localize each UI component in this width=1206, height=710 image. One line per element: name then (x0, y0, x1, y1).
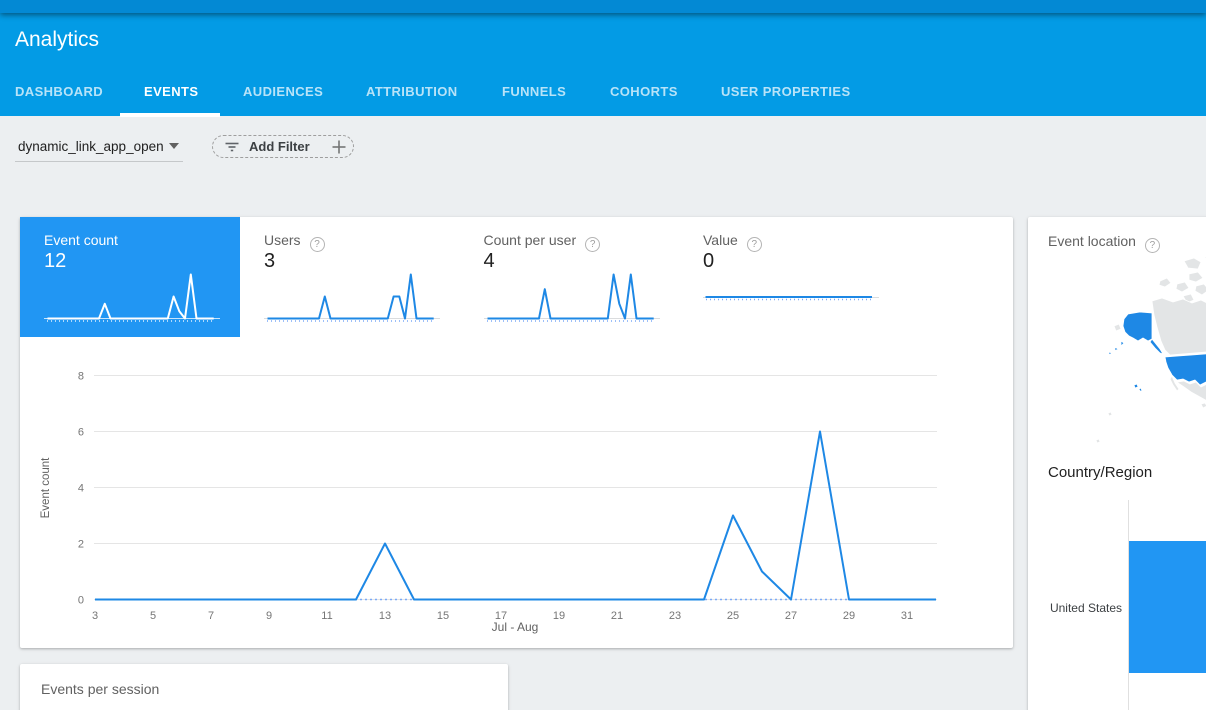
svg-text:21: 21 (611, 610, 623, 622)
svg-text:4: 4 (78, 483, 84, 495)
svg-text:9: 9 (266, 610, 272, 622)
svg-text:13: 13 (379, 610, 391, 622)
svg-text:23: 23 (669, 610, 681, 622)
svg-text:19: 19 (553, 610, 565, 622)
svg-text:31: 31 (901, 610, 913, 622)
svg-text:27: 27 (785, 610, 797, 622)
svg-text:17: 17 (495, 610, 507, 622)
svg-text:3: 3 (92, 610, 98, 622)
svg-text:29: 29 (843, 610, 855, 622)
svg-text:25: 25 (727, 610, 739, 622)
svg-text:2: 2 (78, 539, 84, 551)
svg-text:Event count: Event count (40, 457, 52, 519)
svg-text:11: 11 (321, 610, 332, 622)
svg-text:Jul - Aug: Jul - Aug (492, 620, 539, 634)
svg-text:7: 7 (208, 610, 214, 622)
svg-text:0: 0 (78, 595, 84, 607)
svg-text:8: 8 (78, 371, 84, 383)
svg-text:5: 5 (150, 610, 156, 622)
svg-text:6: 6 (78, 427, 84, 439)
svg-text:15: 15 (437, 610, 449, 622)
